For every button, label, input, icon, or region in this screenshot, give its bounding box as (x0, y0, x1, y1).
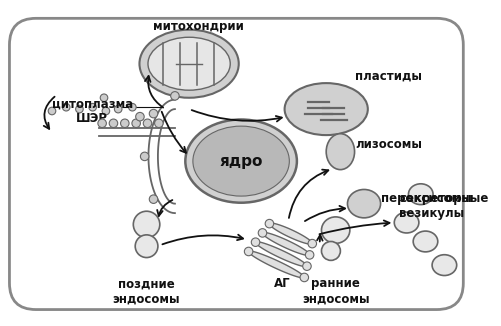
Text: АГ: АГ (274, 277, 290, 290)
Ellipse shape (136, 112, 144, 121)
Ellipse shape (129, 103, 136, 111)
Ellipse shape (63, 103, 70, 111)
Ellipse shape (89, 103, 97, 111)
Ellipse shape (322, 217, 350, 244)
Ellipse shape (121, 119, 129, 127)
Ellipse shape (102, 107, 110, 115)
Text: пероксисомы: пероксисомы (381, 192, 472, 205)
Text: поздние
эндосомы: поздние эндосомы (113, 277, 180, 305)
Ellipse shape (133, 211, 160, 238)
Ellipse shape (48, 107, 56, 115)
Ellipse shape (258, 229, 267, 237)
Ellipse shape (114, 105, 122, 113)
Polygon shape (248, 251, 305, 278)
Ellipse shape (140, 152, 149, 161)
Ellipse shape (303, 262, 311, 271)
Ellipse shape (432, 255, 457, 275)
Ellipse shape (326, 134, 355, 170)
Text: ранние
эндосомы: ранние эндосомы (302, 277, 369, 305)
Text: секреторные
везикулы: секреторные везикулы (399, 192, 488, 219)
Ellipse shape (149, 195, 158, 203)
Ellipse shape (143, 119, 152, 127)
Ellipse shape (193, 126, 290, 196)
Ellipse shape (394, 212, 419, 233)
Ellipse shape (100, 94, 108, 101)
Ellipse shape (348, 189, 381, 218)
Ellipse shape (76, 105, 83, 113)
Ellipse shape (132, 119, 140, 127)
Ellipse shape (109, 119, 118, 127)
Ellipse shape (252, 238, 260, 246)
Ellipse shape (285, 83, 368, 135)
Ellipse shape (98, 119, 106, 127)
Ellipse shape (413, 231, 438, 252)
Polygon shape (263, 232, 310, 255)
Text: цитоплазма: цитоплазма (52, 98, 133, 111)
Ellipse shape (171, 92, 179, 100)
Ellipse shape (244, 247, 253, 256)
Ellipse shape (300, 273, 309, 282)
Text: ядро: ядро (219, 154, 263, 169)
Ellipse shape (306, 251, 314, 259)
Text: митохондрии: митохондрии (153, 20, 244, 33)
Polygon shape (256, 242, 307, 267)
Text: ШЭР: ШЭР (76, 112, 108, 125)
Ellipse shape (149, 109, 158, 118)
Ellipse shape (148, 37, 230, 90)
Ellipse shape (135, 235, 158, 258)
Ellipse shape (185, 120, 297, 203)
Ellipse shape (308, 239, 317, 248)
Ellipse shape (265, 219, 274, 228)
Ellipse shape (408, 184, 433, 205)
Ellipse shape (155, 119, 163, 127)
Text: пластиды: пластиды (355, 69, 421, 82)
FancyBboxPatch shape (10, 18, 463, 310)
Ellipse shape (322, 242, 340, 260)
Ellipse shape (139, 30, 239, 98)
Text: лизосомы: лизосомы (356, 138, 422, 151)
Polygon shape (270, 223, 312, 244)
